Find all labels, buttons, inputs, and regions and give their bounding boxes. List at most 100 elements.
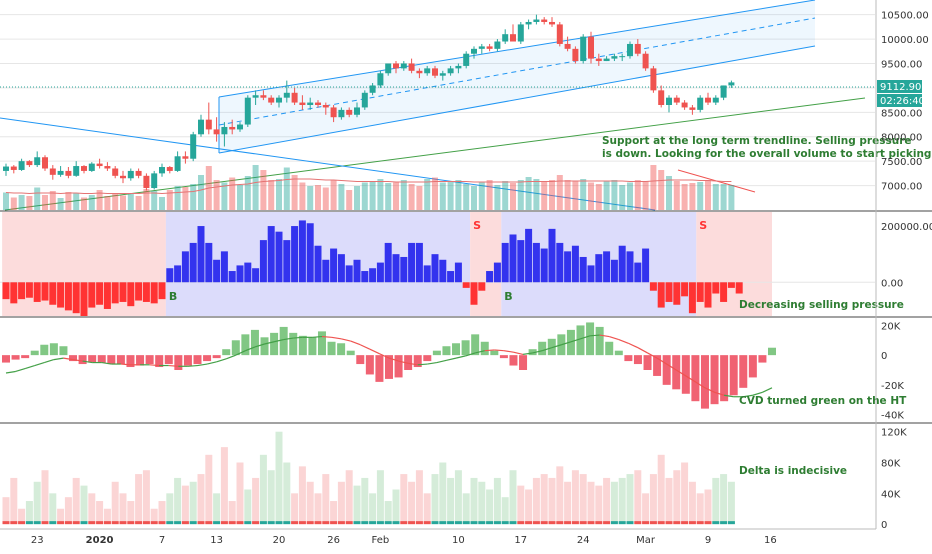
candle-body[interactable] xyxy=(619,56,626,58)
candle-body[interactable] xyxy=(159,167,165,174)
channel-upper-line[interactable] xyxy=(218,0,816,98)
candle-body[interactable] xyxy=(213,129,220,135)
candle-body[interactable] xyxy=(361,92,368,108)
candle-body[interactable] xyxy=(564,43,571,49)
candle-body[interactable] xyxy=(205,119,212,130)
candle-body[interactable] xyxy=(572,48,579,62)
candle-body[interactable] xyxy=(385,63,392,74)
candle-body[interactable] xyxy=(57,170,64,175)
candle-body[interactable] xyxy=(330,107,337,118)
candle-body[interactable] xyxy=(127,170,134,179)
candle-body[interactable] xyxy=(354,107,360,115)
pressure-annotation[interactable]: Decreasing selling pressure xyxy=(739,299,904,311)
candle-body[interactable] xyxy=(182,156,189,159)
candle-body[interactable] xyxy=(291,92,298,103)
candle-body[interactable] xyxy=(346,109,353,115)
candle-body[interactable] xyxy=(549,21,555,25)
candle-body[interactable] xyxy=(439,73,446,76)
candle-body[interactable] xyxy=(18,161,25,170)
candle-body[interactable] xyxy=(369,85,376,93)
candle-body[interactable] xyxy=(478,46,485,49)
candle-body[interactable] xyxy=(689,107,696,110)
candle-body[interactable] xyxy=(494,41,501,49)
candle-body[interactable] xyxy=(307,102,314,105)
candle-body[interactable] xyxy=(408,63,415,71)
candle-body[interactable] xyxy=(166,167,173,171)
candle-body[interactable] xyxy=(229,126,236,130)
candle-body[interactable] xyxy=(81,166,87,171)
candle-body[interactable] xyxy=(463,53,470,66)
candle-body[interactable] xyxy=(541,19,548,22)
candle-body[interactable] xyxy=(533,19,540,22)
candle-body[interactable] xyxy=(49,168,56,175)
candle-body[interactable] xyxy=(65,170,72,176)
candle-body[interactable] xyxy=(198,119,204,135)
candle-body[interactable] xyxy=(525,21,532,25)
time-axis[interactable]: 23 2020 7 13 20 26 Feb 10 17 24 Mar 9 16 xyxy=(31,535,777,546)
long-term-trendline[interactable] xyxy=(4,97,866,211)
delta-annotation[interactable]: Delta is indecisive xyxy=(739,465,847,477)
candle-body[interactable] xyxy=(190,134,197,159)
candle-body[interactable] xyxy=(432,68,438,76)
candle-body[interactable] xyxy=(666,97,672,105)
candle-body[interactable] xyxy=(96,163,103,167)
candle-body[interactable] xyxy=(712,97,719,103)
candle-body[interactable] xyxy=(338,109,345,118)
candle-body[interactable] xyxy=(73,166,80,176)
candle-body[interactable] xyxy=(260,95,267,98)
chart-annotation-support[interactable]: Support at the long term trendline. Sell… xyxy=(602,135,932,160)
candle-body[interactable] xyxy=(322,105,329,108)
candle-body[interactable] xyxy=(299,102,306,105)
candle-body[interactable] xyxy=(447,68,454,74)
candle-body[interactable] xyxy=(174,156,181,171)
candle-body[interactable] xyxy=(471,48,477,54)
buy-sell-pressure-pane[interactable]: B S B S Decreasing selling pressure xyxy=(0,212,904,316)
cvd-annotation[interactable]: CVD turned green on the HT xyxy=(739,395,907,407)
candle-body[interactable] xyxy=(135,170,142,176)
candles[interactable] xyxy=(3,14,735,191)
candle-body[interactable] xyxy=(34,157,41,166)
candle-body[interactable] xyxy=(237,124,243,130)
candle-body[interactable] xyxy=(416,70,423,74)
candle-body[interactable] xyxy=(642,53,649,69)
delta-pane[interactable]: Delta is indecisive xyxy=(2,431,848,525)
candle-body[interactable] xyxy=(120,175,126,179)
candle-body[interactable] xyxy=(673,97,680,103)
candle-body[interactable] xyxy=(486,46,493,49)
candle-body[interactable] xyxy=(510,34,516,42)
candle-body[interactable] xyxy=(393,63,399,69)
candle-body[interactable] xyxy=(580,36,587,62)
candle-body[interactable] xyxy=(252,95,259,98)
candle-body[interactable] xyxy=(377,73,384,86)
price-axis[interactable]: 10500.0010000.009500.009000.008500.00800… xyxy=(877,11,932,531)
candle-body[interactable] xyxy=(650,68,657,91)
candle-body[interactable] xyxy=(276,97,282,103)
candle-body[interactable] xyxy=(143,175,150,189)
candle-body[interactable] xyxy=(595,58,602,62)
candle-body[interactable] xyxy=(681,102,688,108)
candle-body[interactable] xyxy=(588,36,594,59)
candle-body[interactable] xyxy=(697,97,704,110)
candle-body[interactable] xyxy=(502,34,509,42)
candle-body[interactable] xyxy=(720,85,727,98)
candle-body[interactable] xyxy=(315,102,321,105)
candle-body[interactable] xyxy=(221,126,228,135)
candle-body[interactable] xyxy=(400,63,407,69)
candle-body[interactable] xyxy=(3,166,9,171)
candle-body[interactable] xyxy=(42,157,48,169)
candle-body[interactable] xyxy=(611,56,618,59)
candle-body[interactable] xyxy=(104,166,111,169)
candle-body[interactable] xyxy=(658,90,665,105)
candle-body[interactable] xyxy=(728,82,735,86)
candle-body[interactable] xyxy=(627,43,633,57)
candle-body[interactable] xyxy=(705,97,711,103)
cvd-pane[interactable]: CVD turned green on the HT xyxy=(2,322,907,409)
candle-body[interactable] xyxy=(424,68,431,74)
candle-body[interactable] xyxy=(10,166,17,170)
candle-body[interactable] xyxy=(556,24,563,44)
candle-body[interactable] xyxy=(26,161,33,166)
candle-body[interactable] xyxy=(603,58,610,62)
candle-body[interactable] xyxy=(151,173,158,189)
candle-body[interactable] xyxy=(244,97,251,125)
